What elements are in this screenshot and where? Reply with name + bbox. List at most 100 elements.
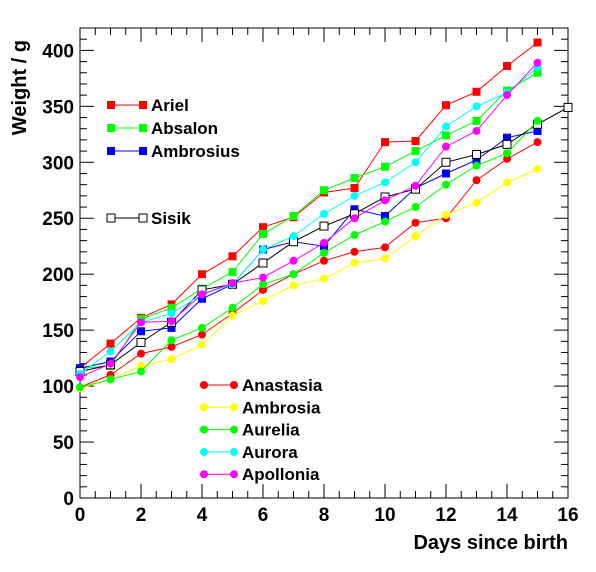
series-aurelia [76,116,542,392]
legend-layer: Ariel Absalon Ambrosius Sisik Anastasia Ambro… [106,96,323,484]
data-point-apollonia [228,279,237,288]
data-point-ambrosia [198,340,206,349]
series-line-ariel [79,42,538,369]
data-point-apollonia [198,290,206,299]
legend-2: Sisik [106,209,191,228]
legend-marker [139,101,147,109]
legend-label: Apollonia [242,465,320,484]
data-point-sisik [502,139,512,149]
data-point-ambrosia [228,311,237,320]
x-tick-label: 2 [136,505,147,526]
data-point-ambrosia [472,198,481,207]
x-tick-label: 16 [557,505,578,526]
data-point-ariel [411,137,420,146]
data-point-ambrosius [137,327,145,336]
legend-label: Absalon [151,119,218,138]
data-point-sisik [258,258,268,268]
x-tick-label: 14 [496,505,518,526]
data-point-aurora [106,347,115,356]
data-point-aurelia [320,248,328,257]
x-tick-label: 6 [258,505,269,526]
data-point-apollonia [167,317,176,326]
data-point-aurelia [472,161,481,170]
legend-marker [139,124,147,132]
series-line-anastasia [79,141,538,388]
x-axis-title: Days since birth [413,532,568,554]
y-tick-labels: 0 50 100 150 200 250 300 350 400 [42,41,74,510]
data-point-aurora [320,209,328,218]
data-point-apollonia [320,238,328,247]
data-point-ariel [228,252,237,261]
data-point-aurora [381,178,389,187]
legend-label: Aurora [242,443,298,462]
series-line-ambrosius [79,130,538,369]
legend-marker [106,213,116,223]
legend-3: Anastasia Ambrosia Aurelia Aurora Apollonia [200,376,323,484]
data-point-aurora [289,232,298,241]
data-point-aurelia [76,383,84,392]
legend-marker [200,425,208,434]
data-point-ambrosius [503,133,511,142]
legend-label: Ambrosia [242,398,321,417]
y-tick-label: 200 [42,265,74,286]
data-point-aurora [411,158,420,167]
axis-ticks [79,27,569,499]
legend-label: Sisik [151,209,191,228]
data-point-apollonia [289,256,298,265]
legend-marker [230,447,238,456]
data-point-anastasia [411,218,420,227]
data-point-aurelia [167,336,176,345]
data-point-ambrosia [350,259,359,267]
data-point-apollonia [137,318,145,327]
series-layer [75,38,573,393]
data-point-ariel [533,38,542,47]
data-point-absalon [259,229,267,238]
x-tick-label: 12 [435,505,456,526]
data-point-anastasia [503,154,511,163]
legend-label: Aurelia [242,421,300,440]
data-point-aurelia [259,280,267,289]
y-tick-label: 150 [42,321,74,342]
y-tick-label: 250 [42,209,74,230]
y-axis-title: Weight / g [9,40,31,135]
legend-marker [139,147,147,155]
y-tick-label: 50 [53,433,74,454]
y-tick-label: 400 [42,41,74,62]
x-tick-label: 10 [374,505,395,526]
legend-entry-absalon: Absalon [107,119,218,138]
legend-marker [107,147,115,155]
series-anastasia [76,138,542,392]
series-line-absalon [79,72,538,369]
data-point-ariel [472,87,481,96]
data-point-ariel [259,223,267,232]
data-point-anastasia [167,342,176,351]
data-point-ambrosia [533,165,542,173]
legend-marker [230,403,238,412]
y-tick-label: 100 [42,377,74,398]
data-point-anastasia [320,256,328,265]
data-point-aurelia [381,217,389,226]
y-tick-label: 300 [42,153,74,174]
data-point-anastasia [137,349,145,358]
legend-marker [138,213,148,223]
data-point-aurora [442,122,450,131]
legend-entry-anastasia: Anastasia [200,376,323,395]
legend-entry-ambrosia: Ambrosia [200,398,321,417]
legend-marker [107,124,115,132]
data-point-ariel [381,138,389,147]
legend-label: Ambrosius [151,142,240,161]
legend-marker [200,447,208,456]
data-point-absalon [289,212,298,220]
data-point-apollonia [442,142,450,151]
data-point-apollonia [533,58,542,67]
data-point-apollonia [381,196,389,205]
data-point-sisik [136,337,146,347]
series-line-aurelia [79,120,538,388]
data-point-ambrosius [381,212,389,220]
data-point-ariel [442,101,450,110]
data-point-aurelia [350,231,359,240]
data-point-ambrosia [503,178,511,187]
series-ambrosius [76,126,542,373]
data-point-apollonia [472,126,481,135]
legend-entry-ambrosius: Ambrosius [107,142,240,161]
